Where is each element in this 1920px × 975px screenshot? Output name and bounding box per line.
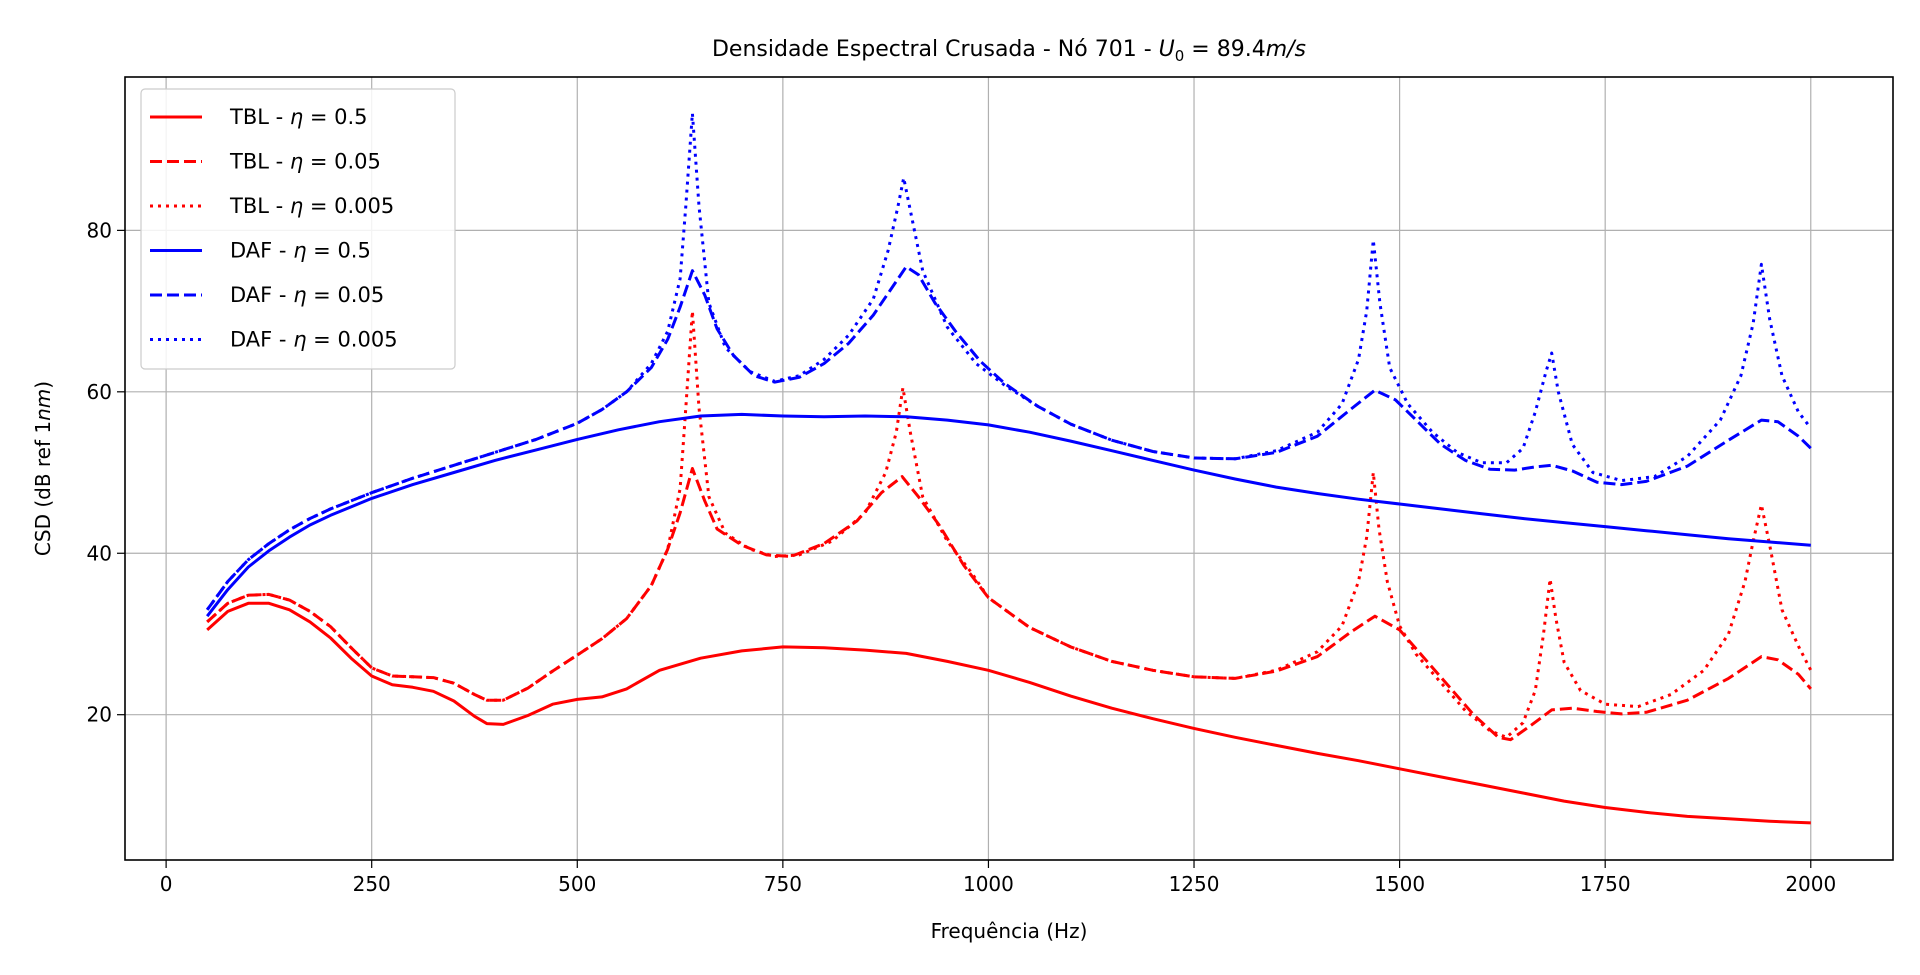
legend: TBL - η = 0.5 TBL - η = 0.05 TBL - η = 0.0…	[140, 88, 456, 370]
chart-title-text: Densidade Espectral Crusada - Nó 701 -	[712, 37, 1159, 62]
legend-label-2: TBL - η = 0.05	[229, 150, 381, 174]
x-tick-label: 1750	[1580, 872, 1631, 896]
legend-label-4: DAF - η = 0.5	[230, 239, 371, 263]
legend-label-5: DAF - η = 0.05	[230, 283, 384, 307]
y-axis-label-suffix: )	[31, 381, 55, 389]
x-tick-label: 750	[764, 872, 802, 896]
x-tick-label: 0	[160, 872, 173, 896]
chart-title: Densidade Espectral Crusada - Nó 701 - U…	[712, 37, 1306, 65]
legend-box	[140, 88, 456, 370]
series-line-5	[205, 265, 1812, 611]
series-line-1	[206, 601, 1811, 825]
legend-label-3: TBL - η = 0.005	[229, 194, 394, 218]
title-subscript: 0	[1175, 47, 1185, 65]
x-tick-label: 1500	[1374, 872, 1425, 896]
x-tick-label: 1250	[1169, 872, 1220, 896]
x-tick-label: 2000	[1785, 872, 1836, 896]
axes-frame	[124, 76, 1894, 861]
x-axis-label: Frequência (Hz)	[931, 919, 1088, 943]
title-value: = 89.4	[1184, 37, 1265, 62]
x-tick-label: 500	[558, 872, 596, 896]
legend-label-1: TBL - η = 0.5	[229, 105, 368, 129]
title-var: U	[1159, 37, 1175, 62]
y-tick-label: 60	[87, 380, 112, 404]
grid-lines	[125, 77, 1893, 860]
legend-label-6: DAF - η = 0.005	[230, 328, 398, 352]
y-tick-label: 40	[87, 541, 112, 565]
x-tick-label: 1000	[963, 872, 1014, 896]
y-tick-label: 80	[87, 218, 112, 242]
series-line-4	[206, 412, 1811, 618]
y-axis-label: CSD (dB ref 1nm)	[31, 381, 55, 556]
title-unit: m/s	[1266, 37, 1306, 62]
y-tick-label: 20	[87, 703, 112, 727]
y-axis-label-unit: nm	[31, 389, 55, 421]
x-tick-label: 250	[353, 872, 391, 896]
y-axis-label-prefix: CSD (dB ref 1	[31, 421, 55, 556]
axis-ticks: 0 250 500 750 1000 1250 1500 1750 2000 20 40 60 80	[87, 218, 1837, 896]
series-lines	[205, 111, 1813, 825]
